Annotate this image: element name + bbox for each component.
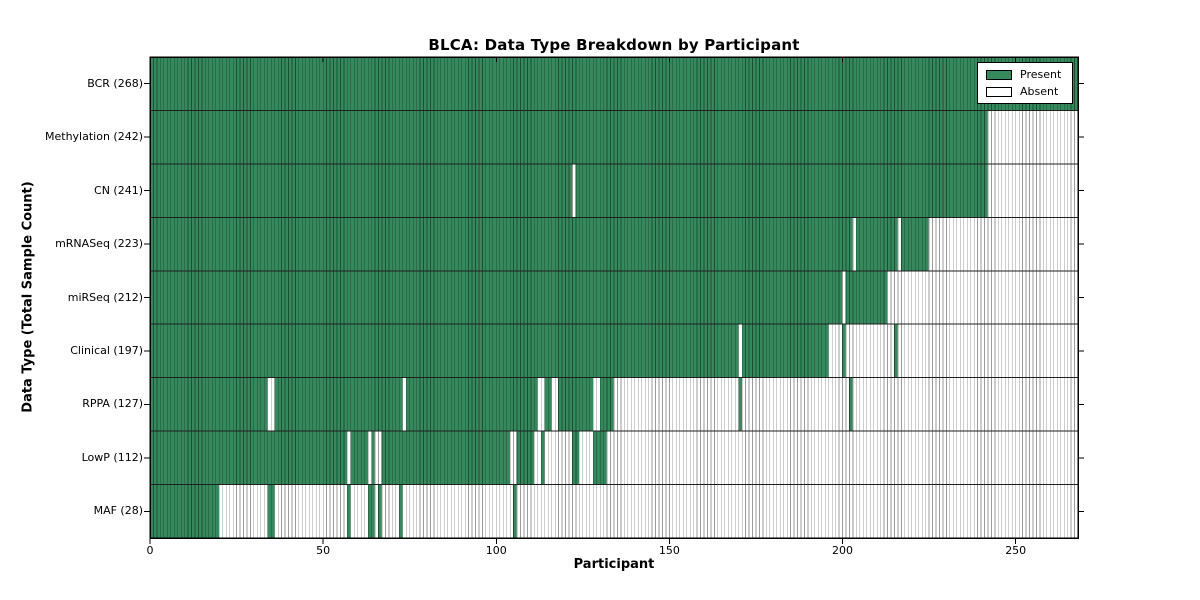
x-tick-label: 100 (485, 544, 507, 557)
x-tick-label: 150 (658, 544, 680, 557)
x-tick-label: 0 (146, 544, 154, 557)
legend: Present Absent (977, 62, 1074, 104)
legend-item-absent: Absent (986, 86, 1061, 97)
y-tick-label: RPPA (127) (82, 397, 143, 411)
y-tick-label: miRSeq (212) (67, 290, 143, 304)
y-tick-label: BCR (268) (87, 76, 143, 90)
absent-swatch (986, 86, 1012, 97)
y-tick-label: CN (241) (94, 183, 143, 197)
x-tick-label: 200 (832, 544, 853, 557)
y-tick-label: Methylation (242) (45, 130, 143, 144)
y-tick-label: Clinical (197) (70, 343, 143, 357)
legend-item-present: Present (986, 69, 1061, 80)
x-tick-label: 250 (1005, 544, 1027, 557)
x-axis-label: Participant (573, 557, 655, 572)
y-tick-label: LowP (112) (81, 450, 143, 464)
x-tick-label: 50 (316, 544, 331, 557)
legend-absent-label: Absent (1020, 85, 1059, 98)
y-tick-label: MAF (28) (93, 504, 143, 518)
chart-title: BLCA: Data Type Breakdown by Participant (428, 36, 800, 54)
y-tick-label: mRNASeq (223) (55, 237, 143, 251)
legend-present-label: Present (1020, 68, 1062, 81)
present-swatch (986, 69, 1012, 80)
